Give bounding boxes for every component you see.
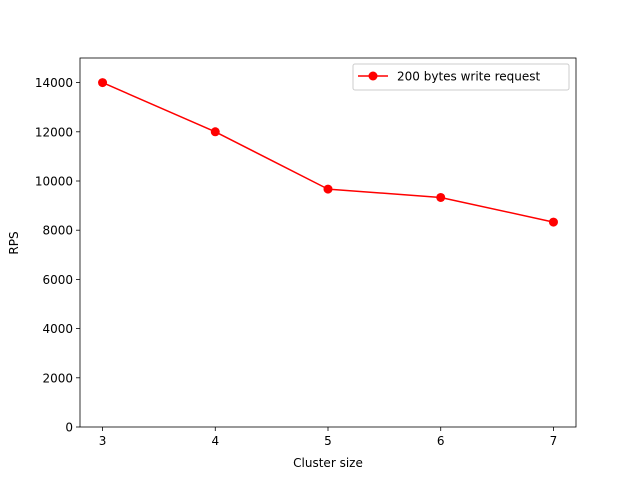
- x-tick-label: 5: [324, 434, 332, 448]
- y-tick-label: 8000: [42, 224, 73, 238]
- data-point-marker: [323, 184, 333, 194]
- y-tick-label: 10000: [35, 175, 73, 189]
- x-tick-label: 7: [550, 434, 558, 448]
- y-tick-label: 2000: [42, 371, 73, 385]
- y-tick-label: 4000: [42, 322, 73, 336]
- legend-label: 200 bytes write request: [397, 70, 540, 84]
- data-point-marker: [436, 192, 446, 202]
- x-tick-label: 4: [211, 434, 219, 448]
- legend-box: [352, 63, 570, 91]
- y-tick-label: 6000: [42, 273, 73, 287]
- data-point-marker: [210, 127, 220, 137]
- data-point-marker: [548, 217, 558, 227]
- y-tick-label: 14000: [35, 76, 73, 90]
- x-tick-label: 3: [99, 434, 107, 448]
- axes-frame: [79, 57, 577, 428]
- x-axis-label: Cluster size: [293, 456, 363, 470]
- legend: 200 bytes write request: [352, 63, 570, 91]
- plot-layer: 3 4 5 6 7 0 2000 4000 6000 8000 10000 12000 14000: [35, 57, 577, 448]
- legend-marker-icon: [368, 71, 378, 81]
- data-point-marker: [98, 78, 108, 88]
- y-tick-label: 0: [65, 421, 73, 435]
- y-tick-label: 12000: [35, 125, 73, 139]
- x-tick-label: 6: [437, 434, 445, 448]
- y-axis-label: RPS: [7, 231, 21, 254]
